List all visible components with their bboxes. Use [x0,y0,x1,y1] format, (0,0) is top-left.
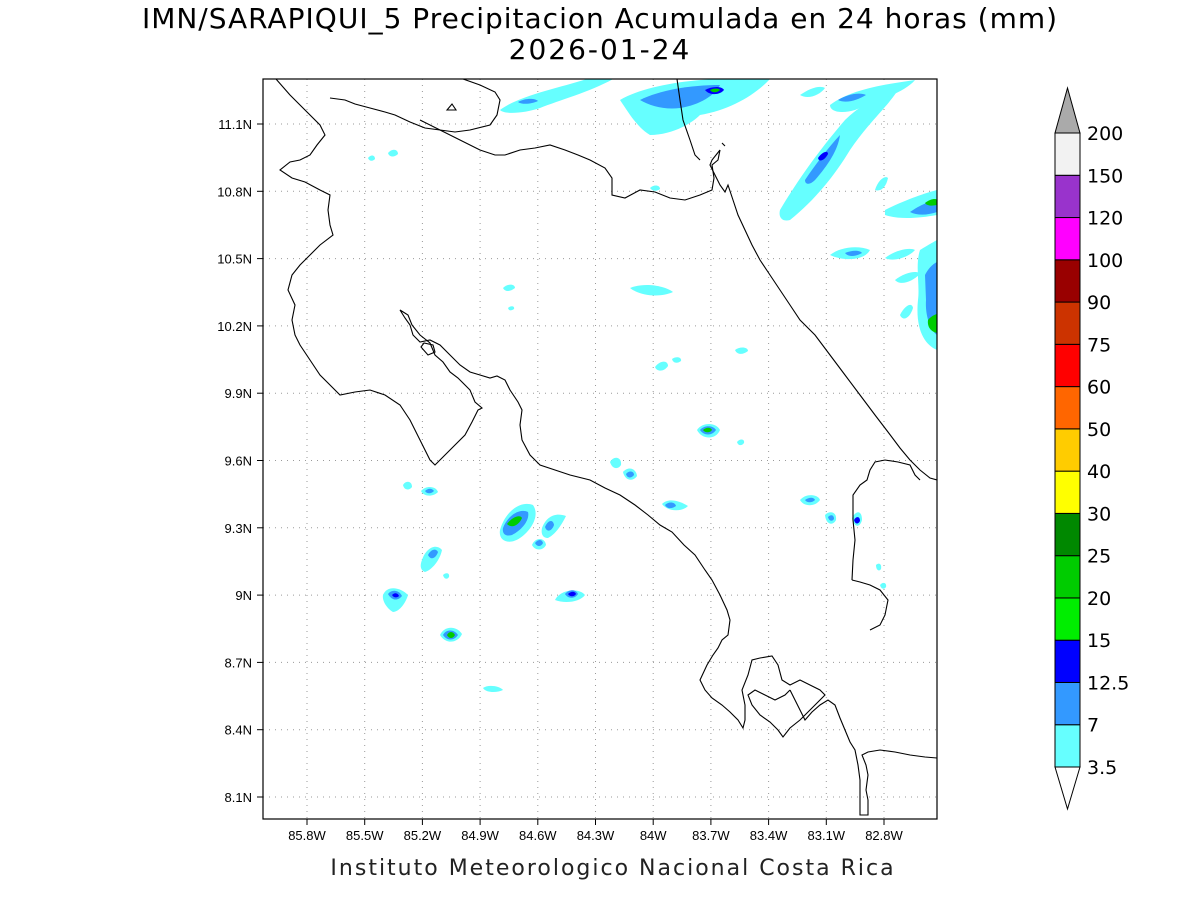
lat-tick-label: 8.4N [225,723,252,738]
colorbar-label: 7 [1087,715,1099,737]
colorbar-band [1054,259,1081,303]
colorbar-label: 40 [1087,461,1111,483]
colorbar-over-arrow [1054,86,1081,134]
colorbar-label: 75 [1087,334,1111,356]
lon-tick-label: 84.3W [577,828,615,843]
latitude-ticks: 11.1N 10.8N 10.5N 10.2N 9.9N 9.6N 9.3N 9N 8.7N 8.… [217,117,263,805]
lon-tick-label: 85.8W [288,828,326,843]
lon-tick-label: 84.9W [461,828,499,843]
colorbar-band [1054,217,1081,261]
lon-tick-label: 85.2W [404,828,442,843]
colorbar-band [1054,174,1081,219]
lat-tick-label: 11.1N [218,117,252,132]
lon-tick-label: 82.8W [865,828,903,843]
colorbar: 3.5 7 12.5 15 20 25 30 40 50 60 75 90 100 120 150 200 [1054,86,1129,811]
lat-tick-label: 10.5N [217,252,252,267]
colorbar-label: 3.5 [1087,757,1117,779]
lat-tick-label: 9N [235,588,252,603]
lat-tick-label: 9.6N [225,454,252,469]
colorbar-band [1054,512,1081,557]
colorbar-band [1054,470,1081,514]
lat-tick-label: 9.9N [225,386,252,401]
colorbar-label: 30 [1087,503,1111,525]
map-title: IMN/SARAPIQUI_5 Precipitacion Acumulada … [141,2,1059,35]
colorbar-under-arrow [1054,766,1081,811]
lat-tick-label: 8.7N [225,655,252,670]
colorbar-band [1054,132,1081,176]
lon-tick-label: 84W [640,828,667,843]
colorbar-band [1054,386,1081,430]
colorbar-band [1054,724,1081,768]
lon-tick-label: 85.5W [346,828,384,843]
colorbar-label: 90 [1087,292,1111,314]
lat-tick-label: 10.2N [217,319,252,334]
lon-tick-label: 84.6W [519,828,557,843]
colorbar-label: 20 [1087,588,1111,610]
colorbar-band [1054,555,1081,599]
map-frame [262,78,938,820]
colorbar-label: 12.5 [1087,672,1129,694]
colorbar-band [1054,681,1081,726]
colorbar-label: 100 [1087,250,1123,272]
lat-tick-label: 9.3N [225,521,252,536]
colorbar-band [1054,597,1081,641]
colorbar-label: 15 [1087,630,1111,652]
map-grid [263,79,937,819]
colorbar-label: 200 [1087,123,1123,145]
coastline [275,79,937,816]
colorbar-band [1054,343,1081,388]
lon-tick-label: 83.7W [692,828,730,843]
lon-tick-label: 83.1W [808,828,846,843]
precipitation-areas [368,79,937,693]
lat-tick-label: 8.1N [225,790,252,805]
colorbar-band [1054,301,1081,345]
colorbar-band [1054,428,1081,472]
colorbar-label: 120 [1087,208,1123,230]
map-date: 2026-01-24 [508,33,692,66]
colorbar-label: 150 [1087,165,1123,187]
footer-credit: Instituto Meteorologico Nacional Costa R… [330,856,896,881]
lon-tick-label: 83.4W [750,828,788,843]
lat-tick-label: 10.8N [217,184,252,199]
colorbar-label: 50 [1087,419,1111,441]
colorbar-band [1054,639,1081,683]
colorbar-label: 25 [1087,546,1111,568]
colorbar-label: 60 [1087,377,1111,399]
longitude-ticks: 85.8W 85.5W 85.2W 84.9W 84.6W 84.3W 84W 83.7W 83… [288,819,904,843]
